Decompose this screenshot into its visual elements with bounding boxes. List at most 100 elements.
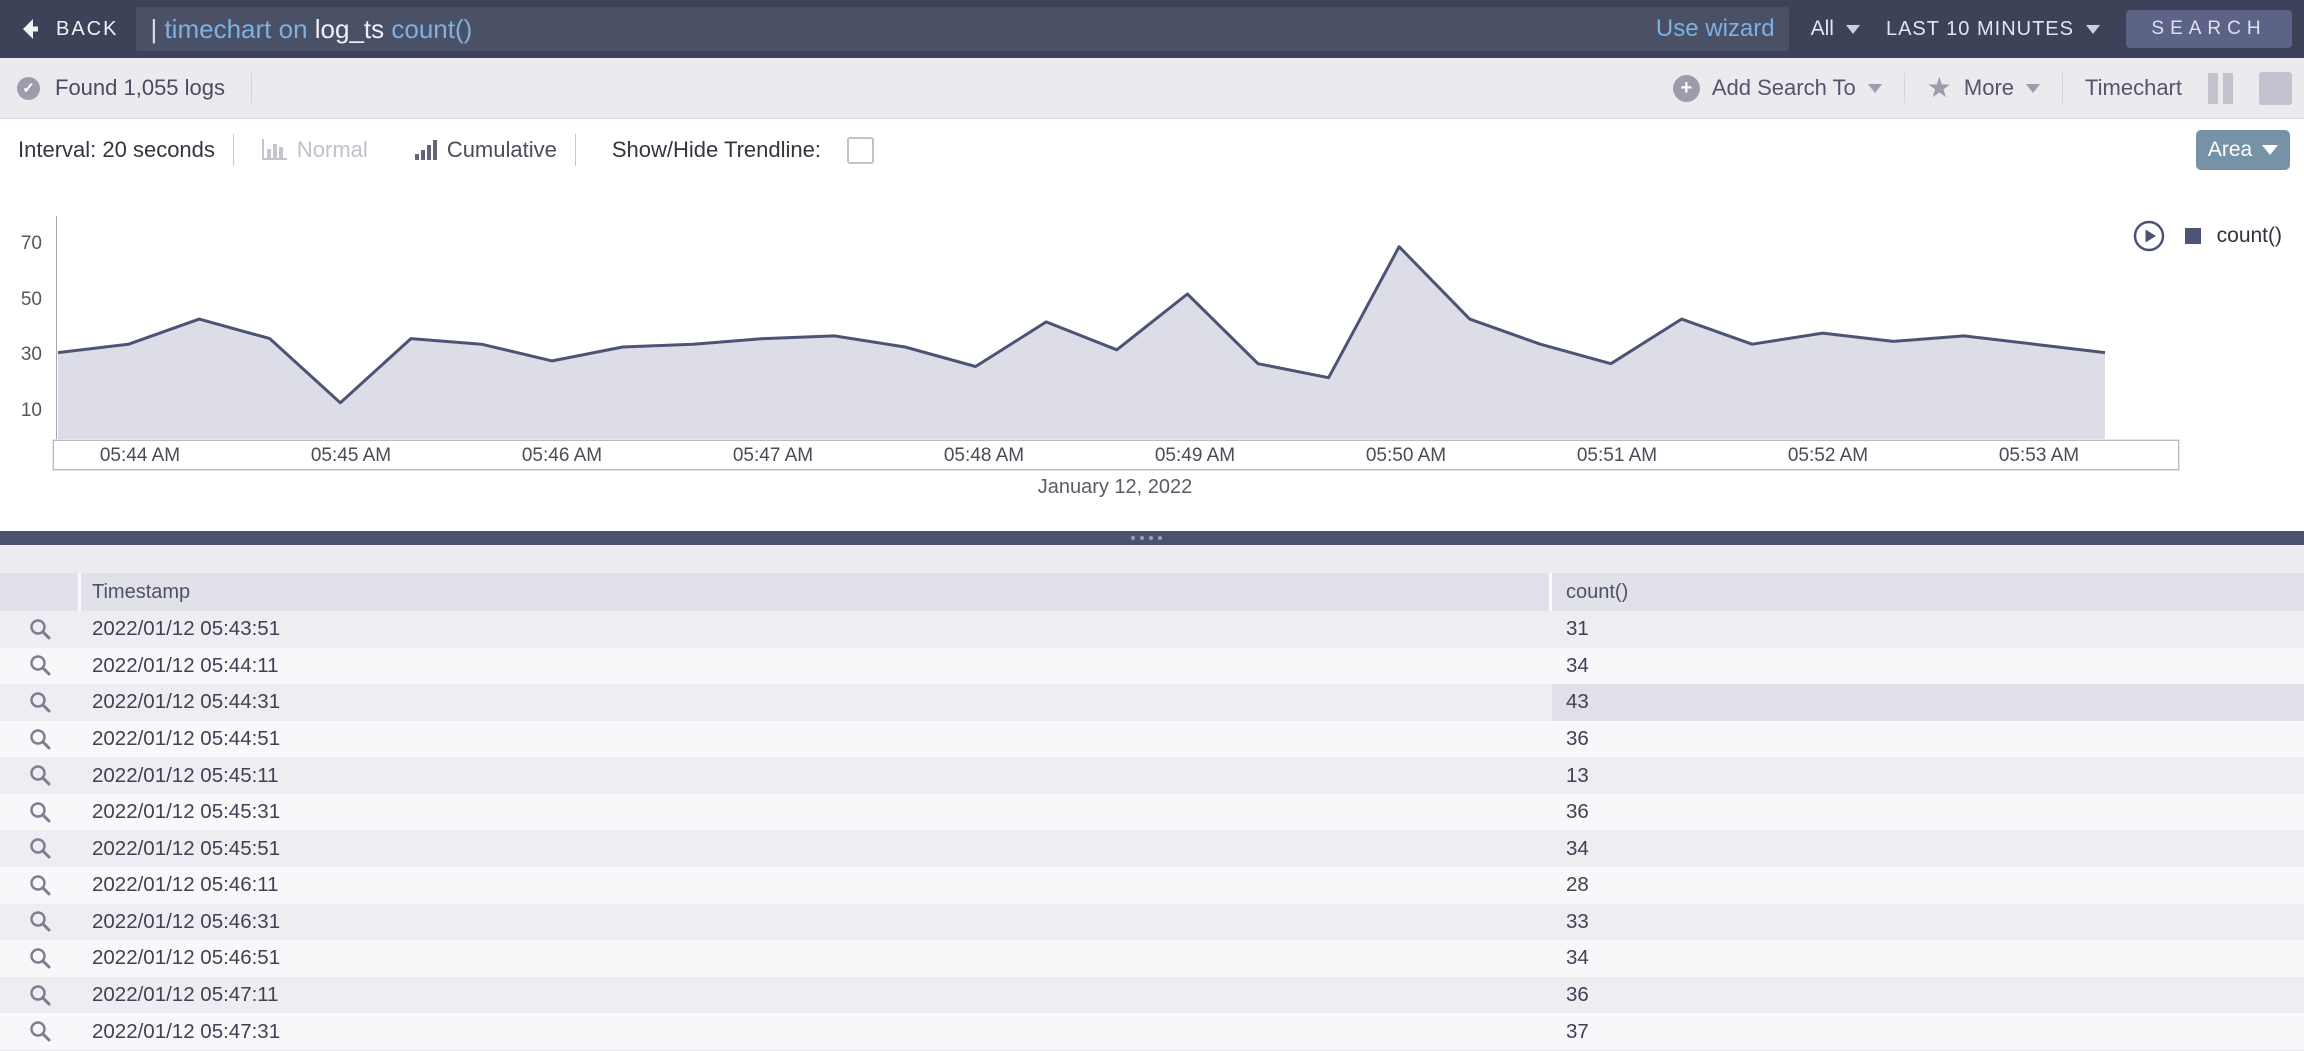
magnifier-icon bbox=[29, 691, 52, 714]
top-navbar: BACK | timechart on log_ts count() Use w… bbox=[0, 0, 2304, 58]
timestamp-cell: 2022/01/12 05:45:31 bbox=[92, 800, 281, 824]
trendline-checkbox[interactable] bbox=[846, 136, 874, 164]
cumulative-mode-button[interactable]: Cumulative bbox=[414, 137, 557, 163]
timestamp-cell: 2022/01/12 05:46:31 bbox=[92, 909, 281, 933]
time-range-dropdown[interactable]: LAST 10 MINUTES bbox=[1886, 18, 2100, 41]
inspect-log-button[interactable] bbox=[0, 874, 80, 897]
x-axis-date-label: January 12, 2022 bbox=[1037, 476, 1193, 498]
split-view-icon[interactable] bbox=[2204, 72, 2237, 105]
x-axis-tick-label: 05:46 AM bbox=[521, 445, 603, 466]
divider bbox=[2062, 73, 2064, 103]
inspect-log-button[interactable] bbox=[0, 618, 80, 641]
chart-type-dropdown[interactable]: Area bbox=[2196, 130, 2290, 170]
back-arrow-icon bbox=[20, 17, 46, 41]
table-row[interactable]: 2022/01/12 05:44:11 34 bbox=[0, 647, 2304, 685]
table-row[interactable]: 2022/01/12 05:46:11 28 bbox=[0, 867, 2304, 904]
timestamp-column-header[interactable]: Timestamp bbox=[81, 573, 1549, 611]
table-row[interactable]: 2022/01/12 05:45:31 36 bbox=[0, 793, 2304, 831]
inspect-log-button[interactable] bbox=[0, 910, 80, 933]
table-row[interactable]: 2022/01/12 05:44:31 43 bbox=[0, 684, 2304, 721]
chart-legend: count() bbox=[2133, 220, 2282, 252]
table-row[interactable]: 2022/01/12 05:47:31 37 bbox=[0, 1013, 2304, 1050]
add-search-to-label: Add Search To bbox=[1711, 75, 1856, 100]
timestamp-cell: 2022/01/12 05:44:11 bbox=[92, 653, 279, 677]
y-axis-tick-label: 10 bbox=[20, 400, 42, 422]
count-cell: 33 bbox=[1566, 909, 1589, 933]
x-axis-tick-label: 05:53 AM bbox=[1998, 445, 2080, 466]
plus-circle-icon: + bbox=[1672, 74, 1700, 102]
magnifier-icon bbox=[29, 837, 52, 860]
inspect-log-button[interactable] bbox=[0, 837, 80, 860]
table-row[interactable]: 2022/01/12 05:43:51 31 bbox=[0, 611, 2304, 648]
magnifier-icon bbox=[29, 654, 52, 677]
cumulative-mode-label: Cumulative bbox=[446, 137, 557, 162]
check-circle-icon: ✓ bbox=[17, 76, 40, 100]
timechart: 10 30 50 70 count() 05:44 AM 05:45 AM 05:46 A… bbox=[0, 180, 2304, 531]
chart-plot-area[interactable] bbox=[56, 216, 2106, 439]
query-text: | timechart on log_ts count() bbox=[150, 13, 473, 44]
x-axis-tick-label: 05:45 AM bbox=[310, 445, 392, 466]
divider bbox=[251, 73, 253, 103]
results-table: Timestamp count() 2022/01/12 05:43:51 31 2… bbox=[0, 545, 2304, 1051]
magnifier-icon bbox=[29, 764, 52, 787]
chevron-down-icon bbox=[2262, 145, 2279, 155]
table-row[interactable]: 2022/01/12 05:47:11 36 bbox=[0, 976, 2304, 1014]
more-dropdown[interactable]: ★ More bbox=[1926, 72, 2041, 103]
inspect-log-button[interactable] bbox=[0, 728, 80, 751]
table-row[interactable]: 2022/01/12 05:45:51 34 bbox=[0, 830, 2304, 868]
trendline-label: Show/Hide Trendline: bbox=[611, 137, 821, 162]
x-axis-tick-label: 05:50 AM bbox=[1365, 445, 1447, 466]
add-search-to-dropdown[interactable]: + Add Search To bbox=[1672, 74, 1882, 102]
magnifier-icon bbox=[29, 910, 52, 933]
y-axis-tick-label: 70 bbox=[20, 232, 42, 254]
count-column-header[interactable]: count() bbox=[1552, 573, 2304, 611]
timestamp-cell: 2022/01/12 05:47:31 bbox=[92, 1019, 281, 1043]
use-wizard-link[interactable]: Use wizard bbox=[1655, 15, 1775, 42]
y-axis-tick-label: 50 bbox=[20, 288, 42, 310]
play-button[interactable] bbox=[2133, 220, 2165, 252]
table-row[interactable]: 2022/01/12 05:46:51 34 bbox=[0, 940, 2304, 977]
panel-divider[interactable] bbox=[0, 531, 2304, 545]
x-axis-tick-label: 05:48 AM bbox=[943, 445, 1025, 466]
inspect-log-button[interactable] bbox=[0, 984, 80, 1007]
inspect-log-button[interactable] bbox=[0, 654, 80, 677]
magnifier-icon bbox=[29, 1020, 52, 1043]
area-series-line bbox=[57, 245, 2106, 405]
inspect-log-button[interactable] bbox=[0, 947, 80, 970]
count-cell: 36 bbox=[1566, 800, 1589, 824]
timestamp-cell: 2022/01/12 05:46:11 bbox=[92, 873, 279, 897]
full-view-icon[interactable] bbox=[2259, 71, 2292, 105]
normal-mode-button[interactable]: Normal bbox=[260, 137, 368, 163]
chevron-down-icon bbox=[1845, 24, 1860, 34]
table-row[interactable]: 2022/01/12 05:46:31 33 bbox=[0, 903, 2304, 941]
legend-series-label: count() bbox=[2216, 224, 2282, 247]
query-input[interactable]: | timechart on log_ts count() Use wizard bbox=[136, 7, 1789, 51]
back-label: BACK bbox=[56, 17, 119, 40]
timestamp-cell: 2022/01/12 05:44:51 bbox=[92, 727, 281, 751]
x-axis-tick-label: 05:51 AM bbox=[1576, 445, 1658, 466]
divider bbox=[1903, 73, 1905, 103]
count-cell: 31 bbox=[1566, 617, 1589, 641]
timestamp-cell: 2022/01/12 05:43:51 bbox=[92, 617, 281, 641]
table-row[interactable]: 2022/01/12 05:44:51 36 bbox=[0, 720, 2304, 758]
inspect-log-button[interactable] bbox=[0, 801, 80, 824]
inspect-log-button[interactable] bbox=[0, 764, 80, 787]
chevron-down-icon bbox=[2026, 83, 2041, 93]
count-cell: 34 bbox=[1566, 836, 1589, 860]
count-cell: 43 bbox=[1552, 684, 2304, 721]
inspect-column-header bbox=[0, 573, 78, 611]
magnifier-icon bbox=[29, 801, 52, 824]
inspect-log-button[interactable] bbox=[0, 691, 80, 714]
table-row[interactable]: 2022/01/12 05:45:11 13 bbox=[0, 757, 2304, 794]
back-button[interactable]: BACK bbox=[20, 17, 118, 41]
star-icon: ★ bbox=[1926, 72, 1952, 103]
inspect-log-button[interactable] bbox=[0, 1020, 80, 1043]
x-axis-tick-label: 05:49 AM bbox=[1154, 445, 1236, 466]
legend-swatch bbox=[2184, 228, 2201, 244]
scope-dropdown[interactable]: All bbox=[1811, 17, 1860, 41]
divider bbox=[232, 134, 234, 166]
search-button[interactable]: SEARCH bbox=[2126, 10, 2292, 48]
view-mode-label: Timechart bbox=[2085, 75, 2182, 100]
normal-mode-label: Normal bbox=[296, 137, 368, 162]
